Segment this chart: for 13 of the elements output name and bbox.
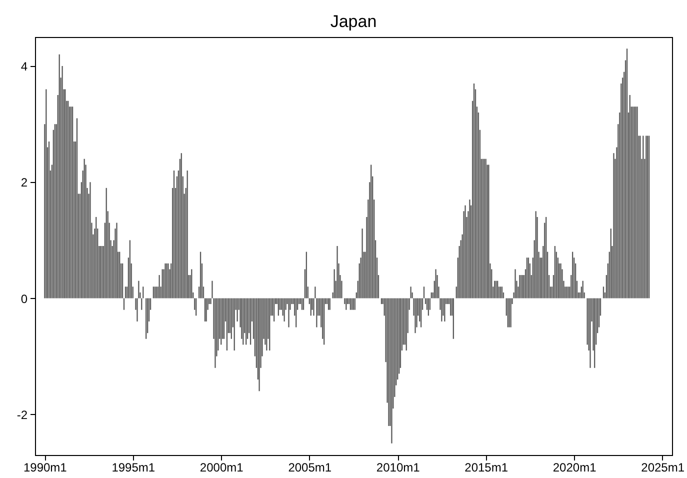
y-tick-label: 4 <box>20 60 28 74</box>
x-tick-label: 2010m1 <box>376 460 420 474</box>
y-tick-label: 0 <box>20 292 28 306</box>
x-tick-label: 1995m1 <box>112 460 156 474</box>
x-tick-label: 2020m1 <box>552 460 597 474</box>
x-tick-label: 2005m1 <box>288 460 332 474</box>
chart-title: Japan <box>330 12 377 31</box>
x-tick-label: 2025m1 <box>641 460 685 474</box>
x-tick-label: 1990m1 <box>23 460 68 474</box>
x-tick-label: 2000m1 <box>200 460 244 474</box>
y-tick-label: 2 <box>20 176 28 190</box>
y-tick-label: -2 <box>16 408 28 422</box>
x-tick-label: 2015m1 <box>464 460 508 474</box>
